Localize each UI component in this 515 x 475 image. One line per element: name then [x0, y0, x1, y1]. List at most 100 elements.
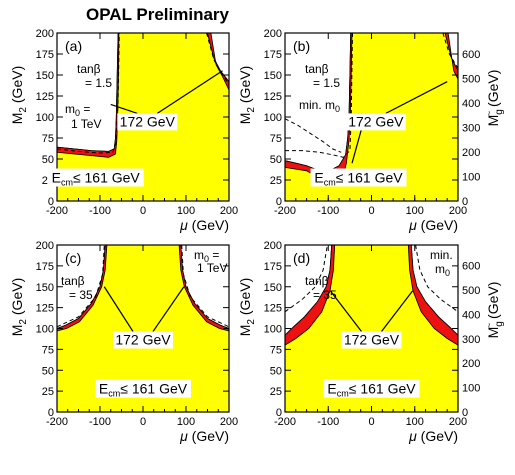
y-tick-label: 75	[270, 344, 282, 356]
y-tick-label: 200	[264, 28, 282, 40]
right-axis-label: Mg~ (GeV)	[484, 70, 505, 127]
panel-label: (d)	[293, 250, 310, 266]
right-axis-label: Mg~ (GeV)	[484, 282, 505, 339]
x-tick-label: 100	[177, 416, 195, 428]
label-172: 172 GeV	[115, 332, 171, 348]
right-tick-label: 400	[462, 309, 480, 321]
y-tick-label: 50	[270, 154, 282, 166]
tanbeta-value: = 35	[69, 288, 93, 302]
x-tick-label: 0	[368, 416, 374, 428]
arrow-172-1	[156, 70, 223, 114]
y-tick-label: 175	[264, 49, 282, 61]
x-tick-label: -200	[46, 205, 68, 217]
y-tick-label: 200	[264, 240, 282, 252]
m0-label: min. m0	[299, 98, 340, 114]
right-tick-label: 100	[462, 171, 480, 183]
x-tick-label: -200	[46, 416, 68, 428]
arrow-172-0	[329, 290, 362, 332]
ecm-label: Ecm≤ 161 GeV	[327, 381, 416, 399]
x-tick-label: 200	[449, 416, 467, 428]
arrow-172-1	[381, 290, 414, 332]
x-tick-label: -100	[317, 416, 339, 428]
y-tick-label: 100	[36, 324, 54, 336]
m0-value: 1 TeV	[71, 117, 101, 131]
y-tick-label: 175	[36, 261, 54, 273]
y-tick-label: 50	[42, 154, 54, 166]
label-172: 172 GeV	[348, 113, 404, 129]
y-tick-label: 0	[48, 407, 54, 419]
tanbeta-label: tanβ	[61, 274, 85, 288]
m0-label: m0	[435, 262, 450, 278]
y-tick-label: 150	[264, 282, 282, 294]
dashed-contour-1	[206, 32, 230, 85]
dashed-contour-0	[56, 244, 105, 328]
ecm-label: Ecm≤ 161 GeV	[314, 170, 403, 188]
y-tick-label: 100	[264, 112, 282, 124]
y-tick-label: 125	[264, 303, 282, 315]
m0-label: m0 =	[194, 248, 219, 264]
arrow-172-1	[152, 286, 185, 332]
y-tick-label: 200	[36, 240, 54, 252]
ecm-label: Ecm≤ 161 GeV	[99, 381, 188, 399]
y-tick-label: 150	[264, 70, 282, 82]
right-tick-label: 600	[462, 49, 480, 61]
tanbeta-value: = 1.5	[313, 76, 340, 90]
right-tick-label: 300	[462, 334, 480, 346]
dashed-contour-0	[284, 244, 328, 313]
m0-value: 1 TeV	[197, 261, 227, 275]
y-tick-label: 150	[36, 70, 54, 82]
right-tick-label: 200	[462, 147, 480, 159]
right-tick-label: 0	[462, 407, 468, 419]
y-tick-label: 150	[36, 282, 54, 294]
tanbeta-value: = 1.5	[85, 76, 112, 90]
right-tick-label: 100	[462, 383, 480, 395]
x-tick-label: -200	[274, 205, 296, 217]
figure-title: OPAL Preliminary	[86, 5, 230, 24]
y-tick-label: 100	[36, 112, 54, 124]
y-tick-label: 25	[270, 386, 282, 398]
label-172: 172 GeV	[120, 113, 176, 129]
x-tick-label: -100	[89, 416, 111, 428]
tanbeta-label: tanβ	[77, 62, 101, 76]
y-tick-label: 200	[36, 28, 54, 40]
right-tick-label: 300	[462, 122, 480, 134]
label-172: 172 GeV	[344, 332, 400, 348]
x-tick-label: 0	[140, 416, 146, 428]
panel-a: -200-10001002000255075100125150175200M2 …	[9, 28, 238, 233]
panel-c: -200 -100 0 100 200 0 25 50 75 100 125 150 175 200 M2 …	[9, 240, 238, 444]
x-tick-label: -100	[89, 205, 111, 217]
tanbeta-label: tanβ	[305, 274, 329, 288]
y-axis-label: M2 (GeV)	[237, 66, 257, 124]
ecm-label-bg	[95, 379, 191, 398]
y-tick-label: 125	[36, 303, 54, 315]
label-172-bg	[345, 113, 406, 131]
y-tick-label: 0	[276, 196, 282, 208]
panel-d: -200 -100 0 100 2000255075100125150175200010…	[237, 240, 505, 444]
y-tick-label: 75	[42, 344, 54, 356]
right-tick-label: 600	[462, 261, 480, 273]
y-tick-label: 0	[48, 196, 54, 208]
dashed-contour-0	[56, 32, 120, 154]
x-tick-label: 100	[406, 416, 424, 428]
y-tick-label: 25	[42, 386, 54, 398]
x-tick-label: 200	[220, 205, 238, 217]
y-axis-label: M2 (GeV)	[237, 278, 257, 336]
right-tick-label: 0	[462, 196, 468, 208]
x-axis-label: μ (GeV)	[408, 217, 458, 233]
right-tick-label: 500	[462, 73, 480, 85]
x-tick-label: -100	[317, 205, 339, 217]
tanbeta-label: tanβ	[305, 62, 329, 76]
ecm-label-bg	[310, 168, 407, 187]
x-tick-label: 0	[140, 205, 146, 217]
y-tick-label: 75	[42, 133, 54, 145]
y-tick-label: 25	[270, 175, 282, 187]
panels-group: -200-10001002000255075100125150175200M2 …	[9, 28, 505, 444]
dashed-contour-1	[181, 244, 230, 328]
y-tick-label: 50	[270, 365, 282, 377]
right-tick-label: 500	[462, 285, 480, 297]
right-tick-label: 200	[462, 358, 480, 370]
x-tick-label: 100	[177, 205, 195, 217]
y-axis-label: M2 (GeV)	[9, 278, 29, 336]
y-tick-label: 125	[36, 91, 54, 103]
